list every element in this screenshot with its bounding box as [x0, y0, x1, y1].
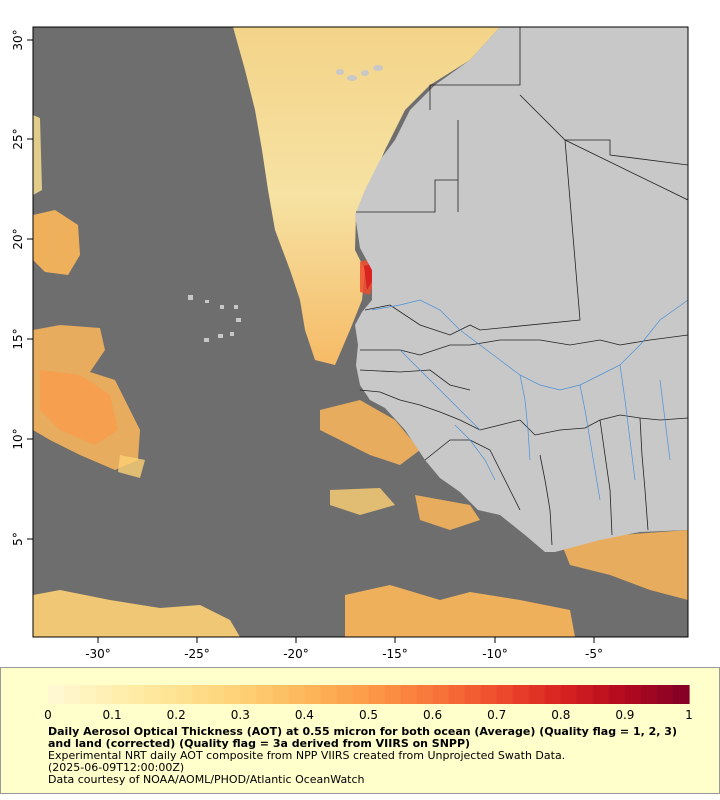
y-tick-marks [27, 39, 33, 540]
colorbar-tick-label: 0.3 [231, 708, 250, 722]
aot-patch-gulf [415, 495, 480, 530]
colorbar-cell [368, 685, 386, 704]
colorbar-cell [528, 685, 546, 704]
colorbar-cell [336, 685, 354, 704]
colorbar-tick-label: 0.2 [167, 708, 186, 722]
aot-patch-mid-2 [118, 455, 145, 478]
colorbar-tick-label: 0.6 [423, 708, 442, 722]
colorbar-cell [304, 685, 322, 704]
colorbar-tick-label: 0.8 [551, 708, 570, 722]
aot-patch-west-1 [33, 210, 80, 275]
x-tick-label-2: -25° [184, 647, 210, 661]
canary-islands [336, 65, 383, 81]
x-tick-label-4: -15° [382, 647, 408, 661]
colorbar-cell [144, 685, 161, 704]
colorbar-cell [256, 685, 273, 704]
colorbar-cell [432, 685, 450, 704]
aot-patch-south-3 [560, 530, 688, 600]
legend-title: Daily Aerosol Optical Thickness (AOT) at… [48, 725, 677, 750]
plot-frame [32, 26, 689, 638]
colorbar-cell [320, 685, 338, 704]
colorbar-cell [560, 685, 578, 704]
colorbar-cell [592, 685, 610, 704]
x-tick-label-3: -20° [283, 647, 309, 661]
x-tick-label-6: -5° [585, 647, 603, 661]
colorbar-cell [272, 685, 289, 704]
colorbar-cell [448, 685, 466, 704]
colorbar-cell [416, 685, 434, 704]
aot-patch-west-3 [40, 370, 118, 445]
y-tick-label-6: 5° [11, 532, 25, 546]
colorbar-cells [48, 685, 690, 704]
colorbar-cell [640, 685, 658, 704]
colorbar-tick-label: 1 [685, 708, 693, 722]
colorbar-cell [496, 685, 514, 704]
colorbar-cell [240, 685, 257, 704]
colorbar-cell [64, 685, 81, 704]
y-tick-label-1: 30° [11, 29, 25, 50]
aot-patch-south-2 [345, 585, 575, 637]
africa-land [355, 27, 688, 552]
colorbar-cell [352, 685, 370, 704]
colorbar-tick-label: 0.9 [615, 708, 634, 722]
legend-credit: Data courtesy of NOAA/AOML/PHOD/Atlantic… [48, 773, 365, 786]
legend-subtitle: Experimental NRT daily AOT composite fro… [48, 749, 566, 762]
colorbar-cell [80, 685, 97, 704]
cape-verde-islands [188, 295, 241, 342]
colorbar-cell [624, 685, 642, 704]
aot-plume-core [364, 264, 373, 290]
rivers [371, 299, 688, 501]
colorbar-cell [192, 685, 209, 704]
x-tick-label-5: -10° [482, 647, 508, 661]
colorbar-cell [288, 685, 306, 704]
x-tick-label-1: -30° [85, 647, 111, 661]
colorbar-cell [384, 685, 402, 704]
colorbar-cell [400, 685, 418, 704]
colorbar-tick-label: 0.4 [295, 708, 314, 722]
colorbar-cell [48, 685, 65, 704]
colorbar-cell [512, 685, 530, 704]
aot-patch-north-edge [33, 115, 42, 195]
colorbar-tick-label: 0.5 [359, 708, 378, 722]
aot-patch-mid [330, 488, 395, 515]
colorbar-cell [176, 685, 193, 704]
aot-patch-coast-guinea [320, 400, 420, 465]
y-tick-label-3: 20° [11, 228, 25, 249]
colorbar-cell [656, 685, 674, 704]
y-tick-label-2: 25° [11, 128, 25, 149]
colorbar-cell [96, 685, 113, 704]
colorbar-tick-label: 0.7 [487, 708, 506, 722]
colorbar-tick-labels: 0 0.1 0.2 0.3 0.4 0.5 0.6 0.7 0.8 0.9 1 [44, 708, 693, 722]
colorbar-cell [464, 685, 482, 704]
colorbar-tick-label: 0 [44, 708, 52, 722]
legend-caption: Daily Aerosol Optical Thickness (AOT) at… [48, 726, 698, 786]
y-tick-label-4: 15° [11, 328, 25, 349]
colorbar-cell [480, 685, 498, 704]
colorbar-cell [112, 685, 129, 704]
aot-patch-south-1 [33, 590, 240, 637]
colorbar-cell [208, 685, 225, 704]
colorbar-cell [608, 685, 626, 704]
x-tick-marks [97, 637, 595, 643]
legend-panel: 0 0.1 0.2 0.3 0.4 0.5 0.6 0.7 0.8 0.9 1 Daily Aero… [0, 667, 720, 794]
colorbar-cell [576, 685, 594, 704]
colorbar-cell [160, 685, 177, 704]
colorbar-cell [224, 685, 241, 704]
y-tick-label-5: 10° [11, 428, 25, 449]
colorbar-cell [128, 685, 145, 704]
aot-map: -30° -25° -20° -15° -10° -5° 30° 25° 20°… [11, 26, 689, 661]
aot-swath-north [233, 27, 500, 365]
country-borders [356, 27, 688, 546]
legend-date: (2025-06-09T12:00:00Z) [48, 761, 185, 774]
colorbar-cell [544, 685, 562, 704]
colorbar-tick-label: 0.1 [103, 708, 122, 722]
colorbar: 0 0.1 0.2 0.3 0.4 0.5 0.6 0.7 0.8 0.9 1 [44, 685, 693, 722]
colorbar-cell [672, 685, 690, 704]
